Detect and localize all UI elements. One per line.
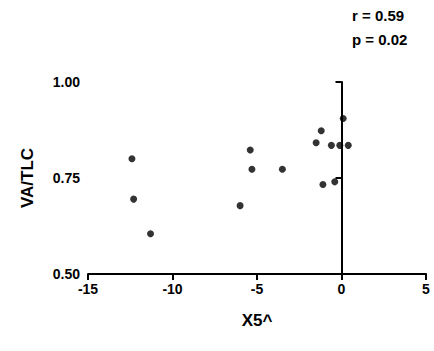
svg-text:r = 0.59: r = 0.59 — [352, 7, 404, 24]
svg-text:VA/TLC: VA/TLC — [18, 148, 37, 208]
svg-text:-15: -15 — [78, 281, 98, 297]
svg-text:-10: -10 — [162, 281, 182, 297]
svg-text:p = 0.02: p = 0.02 — [352, 31, 407, 48]
svg-text:X5^: X5^ — [242, 311, 273, 330]
svg-text:-5: -5 — [251, 281, 264, 297]
svg-text:1.00: 1.00 — [53, 74, 80, 90]
svg-text:0.50: 0.50 — [53, 266, 80, 282]
svg-text:0.75: 0.75 — [53, 170, 80, 186]
svg-text:5: 5 — [422, 281, 430, 297]
svg-text:0: 0 — [338, 281, 346, 297]
